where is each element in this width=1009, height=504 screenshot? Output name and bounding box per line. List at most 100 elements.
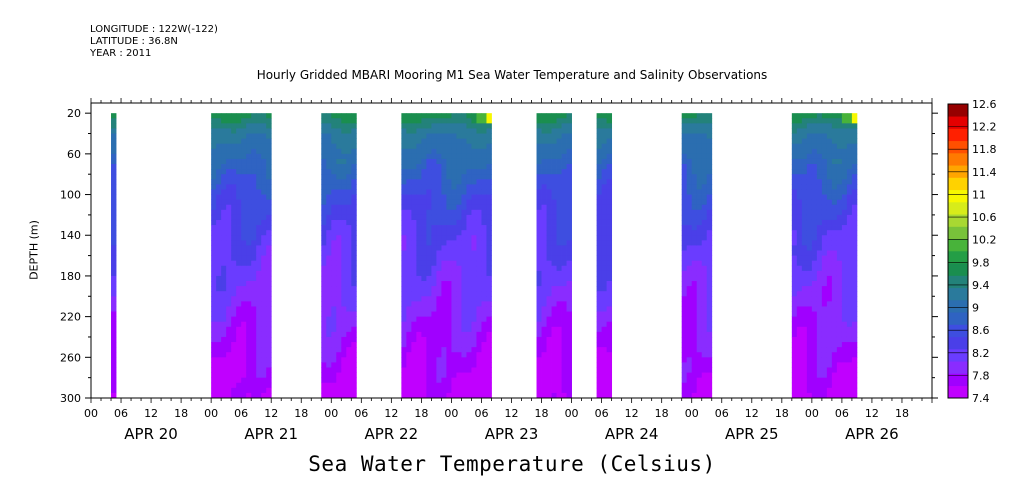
heatmap-cell: [211, 357, 217, 363]
heatmap-cell: [216, 118, 222, 124]
heatmap-cell: [211, 336, 217, 343]
heatmap-cell: [541, 387, 547, 394]
heatmap-cell: [826, 184, 833, 190]
heatmap-cell: [401, 158, 407, 165]
heatmap-cell: [841, 296, 848, 302]
heatmap-cell: [816, 235, 823, 241]
heatmap-cell: [706, 204, 713, 211]
heatmap-cell: [551, 143, 557, 150]
heatmap-cell: [566, 331, 572, 338]
heatmap-cell: [686, 138, 693, 145]
heatmap-cell: [831, 347, 838, 353]
heatmap-cell: [426, 174, 432, 180]
heatmap-cell: [831, 143, 838, 150]
heatmap-cell: [541, 123, 547, 129]
heatmap-cell: [216, 255, 222, 262]
heatmap-cell: [601, 143, 608, 150]
heatmap-cell: [241, 194, 247, 201]
heatmap-cell: [406, 235, 412, 241]
heatmap-cell: [696, 316, 703, 323]
heatmap-cell: [336, 123, 342, 129]
heatmap-cell: [431, 296, 437, 302]
heatmap-cell: [606, 326, 613, 333]
heatmap-cell: [231, 270, 237, 277]
heatmap-cell: [536, 301, 542, 307]
heatmap-cell: [831, 306, 838, 312]
heatmap-cell: [211, 164, 217, 170]
heatmap-cell: [791, 281, 798, 287]
heatmap-cell: [251, 331, 257, 338]
heatmap-cell: [796, 199, 803, 206]
heatmap-cell: [561, 189, 567, 195]
heatmap-cell: [691, 321, 698, 328]
heatmap-cell: [346, 148, 352, 155]
heatmap-cell: [346, 158, 352, 165]
heatmap-cell: [811, 230, 818, 236]
heatmap-cell: [331, 214, 337, 221]
heatmap-cell: [326, 138, 332, 145]
heatmap-cell: [431, 357, 437, 363]
heatmap-cell: [481, 148, 487, 155]
heatmap-cell: [686, 336, 693, 343]
heatmap-cell: [426, 281, 432, 287]
heatmap-cell: [801, 342, 808, 348]
heatmap-cell: [701, 225, 708, 231]
heatmap-cell: [446, 113, 452, 119]
heatmap-cell: [111, 265, 117, 272]
heatmap-cell: [551, 275, 557, 282]
heatmap-cell: [821, 260, 828, 267]
heatmap-cell: [476, 118, 482, 124]
heatmap-cell: [431, 362, 437, 368]
heatmap-cell: [436, 387, 442, 394]
heatmap-cell: [331, 245, 337, 251]
heatmap-cell: [601, 164, 608, 170]
heatmap-cell: [836, 158, 843, 165]
heatmap-cell: [336, 179, 342, 185]
heatmap-cell: [476, 306, 482, 312]
heatmap-cell: [696, 169, 703, 175]
heatmap-cell: [686, 296, 693, 302]
heatmap-cell: [436, 352, 442, 358]
heatmap-cell: [546, 342, 552, 348]
heatmap-cell: [351, 138, 357, 145]
heatmap-cell: [551, 377, 557, 384]
heatmap-cell: [796, 214, 803, 221]
heatmap-cell: [231, 275, 237, 282]
heatmap-cell: [426, 143, 432, 150]
heatmap-cell: [216, 138, 222, 145]
heatmap-cell: [846, 209, 853, 216]
heatmap-cell: [706, 123, 713, 129]
heatmap-cell: [846, 199, 853, 206]
heatmap-cell: [801, 362, 808, 368]
heatmap-cell: [691, 245, 698, 251]
heatmap-cell: [791, 291, 798, 297]
heatmap-cell: [251, 250, 257, 256]
heatmap-cell: [111, 342, 117, 348]
heatmap-cell: [326, 331, 332, 338]
heatmap-cell: [326, 143, 332, 150]
heatmap-cell: [246, 281, 252, 287]
heatmap-cell: [561, 372, 567, 379]
heatmap-cell: [486, 169, 492, 175]
heatmap-cell: [556, 357, 562, 363]
colorbar-swatch: [948, 324, 968, 338]
heatmap-cell: [596, 296, 603, 302]
x-hour-label: 00: [685, 407, 699, 420]
heatmap-cell: [601, 296, 608, 302]
heatmap-cell: [691, 209, 698, 216]
heatmap-cell: [241, 275, 247, 282]
heatmap-cell: [446, 275, 452, 282]
heatmap-cell: [456, 230, 462, 236]
heatmap-cell: [836, 209, 843, 216]
heatmap-cell: [796, 184, 803, 190]
heatmap-cell: [846, 281, 853, 287]
colorbar-swatch: [948, 189, 968, 203]
heatmap-cell: [701, 209, 708, 216]
heatmap-cell: [461, 199, 467, 206]
heatmap-cell: [441, 306, 447, 312]
heatmap-cell: [416, 260, 422, 267]
heatmap-cell: [346, 169, 352, 175]
heatmap-cell: [806, 306, 813, 312]
heatmap-cell: [556, 174, 562, 180]
heatmap-cell: [701, 367, 708, 373]
